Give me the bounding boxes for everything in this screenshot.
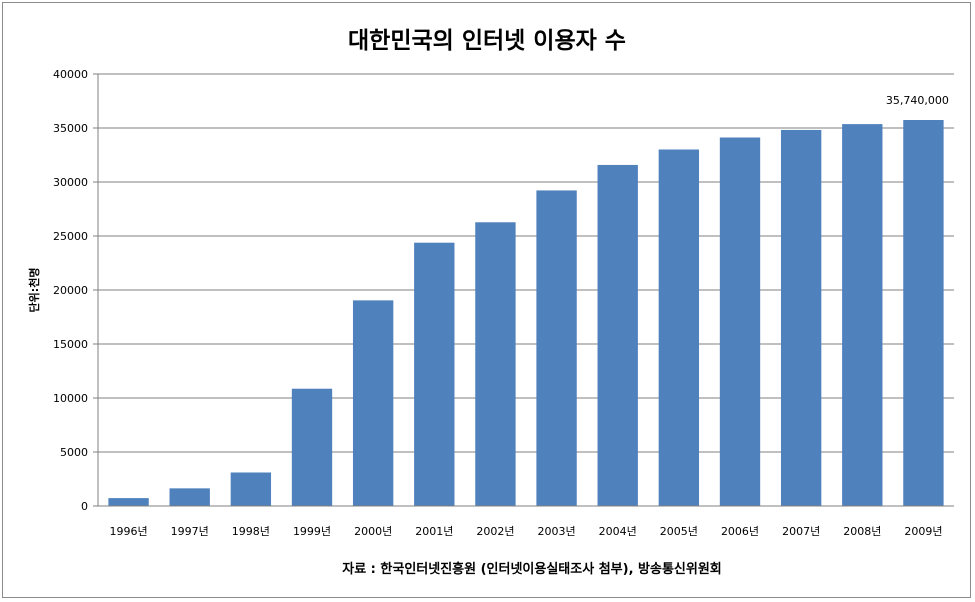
- y-axis-ticks: 0 5000 10000 15000 20000 25000 30000 35000 40000: [53, 68, 98, 513]
- y-tick-label: 15000: [53, 338, 88, 351]
- bar: [414, 242, 455, 507]
- bar: [780, 129, 822, 506]
- x-axis-ticks: 1996년 1997년 1998년 1999년 2000년 2001년 2002년 2003년…: [110, 525, 943, 538]
- y-tick-label: 35000: [53, 122, 88, 135]
- grid-lines: [98, 73, 954, 453]
- chart-title: 대한민국의 인터넷 이용자 수: [348, 28, 626, 54]
- y-tick-label: 40000: [53, 68, 88, 81]
- bar: [719, 137, 761, 506]
- bar: [291, 388, 333, 506]
- y-tick-label: 0: [81, 500, 88, 513]
- bar: [658, 149, 700, 506]
- bars: [108, 120, 944, 507]
- data-label: 35,740,000: [886, 94, 949, 107]
- y-tick-label: 30000: [53, 176, 88, 189]
- bar: [903, 120, 944, 507]
- y-tick-label: 10000: [53, 392, 88, 405]
- y-axis-label: 단위:천명: [27, 268, 41, 313]
- y-tick-label: 5000: [60, 446, 88, 459]
- bar: [108, 498, 149, 506]
- data-labels: 35,740,000: [886, 94, 949, 107]
- x-tick-label: 2003년: [538, 525, 576, 538]
- source-note: 자료 : 한국인터넷진흥원 (인터넷이용실태조사 첨부), 방송통신위원회: [342, 561, 722, 577]
- bar: [597, 164, 638, 506]
- x-tick-label: 1997년: [171, 525, 209, 538]
- x-tick-label: 1996년: [110, 525, 148, 538]
- x-tick-label: 1999년: [293, 525, 331, 538]
- x-tick-label: 2001년: [415, 525, 453, 538]
- x-tick-label: 2004년: [599, 525, 637, 538]
- y-tick-label: 25000: [53, 230, 88, 243]
- x-tick-label: 2000년: [354, 525, 392, 538]
- bar: [169, 488, 210, 506]
- bar: [842, 124, 883, 506]
- x-tick-label: 2007년: [782, 525, 820, 538]
- bar: [536, 190, 577, 506]
- y-tick-label: 20000: [53, 284, 88, 297]
- x-tick-label: 2002년: [476, 525, 514, 538]
- x-tick-label: 1998년: [232, 525, 270, 538]
- x-tick-label: 2006년: [721, 525, 759, 538]
- bar: [475, 222, 516, 506]
- x-tick-label: 2008년: [843, 525, 881, 538]
- bar: [352, 300, 394, 506]
- bar: [230, 472, 272, 506]
- x-tick-label: 2005년: [660, 525, 698, 538]
- x-tick-label: 2009년: [904, 525, 942, 538]
